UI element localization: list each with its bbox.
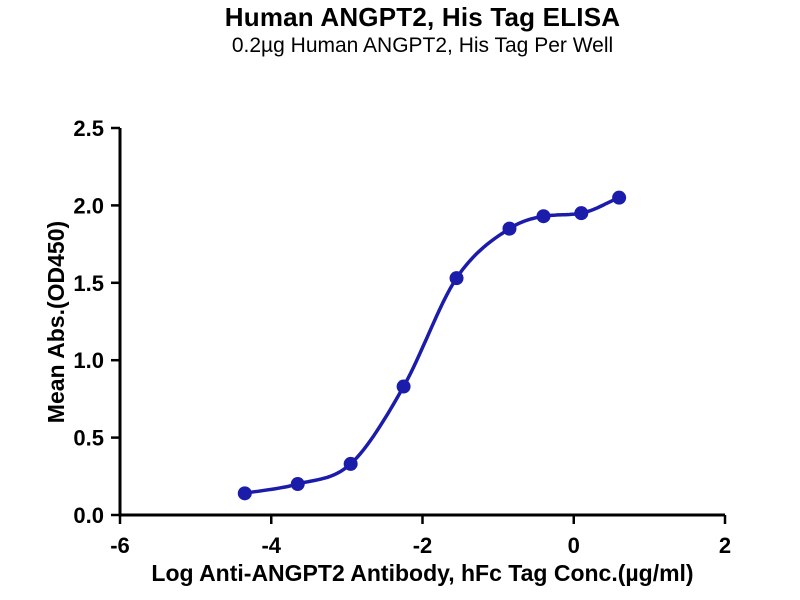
x-tick-label: -4 xyxy=(261,533,281,558)
x-tick-label: -6 xyxy=(110,533,130,558)
data-point xyxy=(396,379,411,394)
y-tick-label: 1.0 xyxy=(73,348,104,373)
chart-title: Human ANGPT2, His Tag ELISA xyxy=(224,2,621,32)
y-tick-label: 2.0 xyxy=(73,193,104,218)
data-point xyxy=(536,209,551,224)
y-axis-label: Mean Abs.(OD450) xyxy=(43,220,69,424)
data-point xyxy=(237,486,252,501)
y-tick-label: 0.5 xyxy=(73,426,104,451)
data-point xyxy=(612,190,627,205)
x-tick-label: 0 xyxy=(568,533,580,558)
y-tick-label: 2.5 xyxy=(73,116,104,141)
x-tick-label: -2 xyxy=(413,533,433,558)
data-point xyxy=(574,206,589,221)
axes-spines xyxy=(118,128,725,517)
x-axis-label: Log Anti-ANGPT2 Antibody, hFc Tag Conc.(… xyxy=(151,560,694,586)
data-point xyxy=(449,271,464,286)
y-tick-label: 1.5 xyxy=(73,271,104,296)
x-tick-label: 2 xyxy=(719,533,731,558)
y-tick-label: 0.0 xyxy=(73,503,104,528)
data-point xyxy=(502,221,517,236)
chart-subtitle: 0.2µg Human ANGPT2, His Tag Per Well xyxy=(231,34,614,57)
data-point xyxy=(290,477,305,492)
data-point xyxy=(343,456,358,471)
fit-curve xyxy=(243,195,621,496)
